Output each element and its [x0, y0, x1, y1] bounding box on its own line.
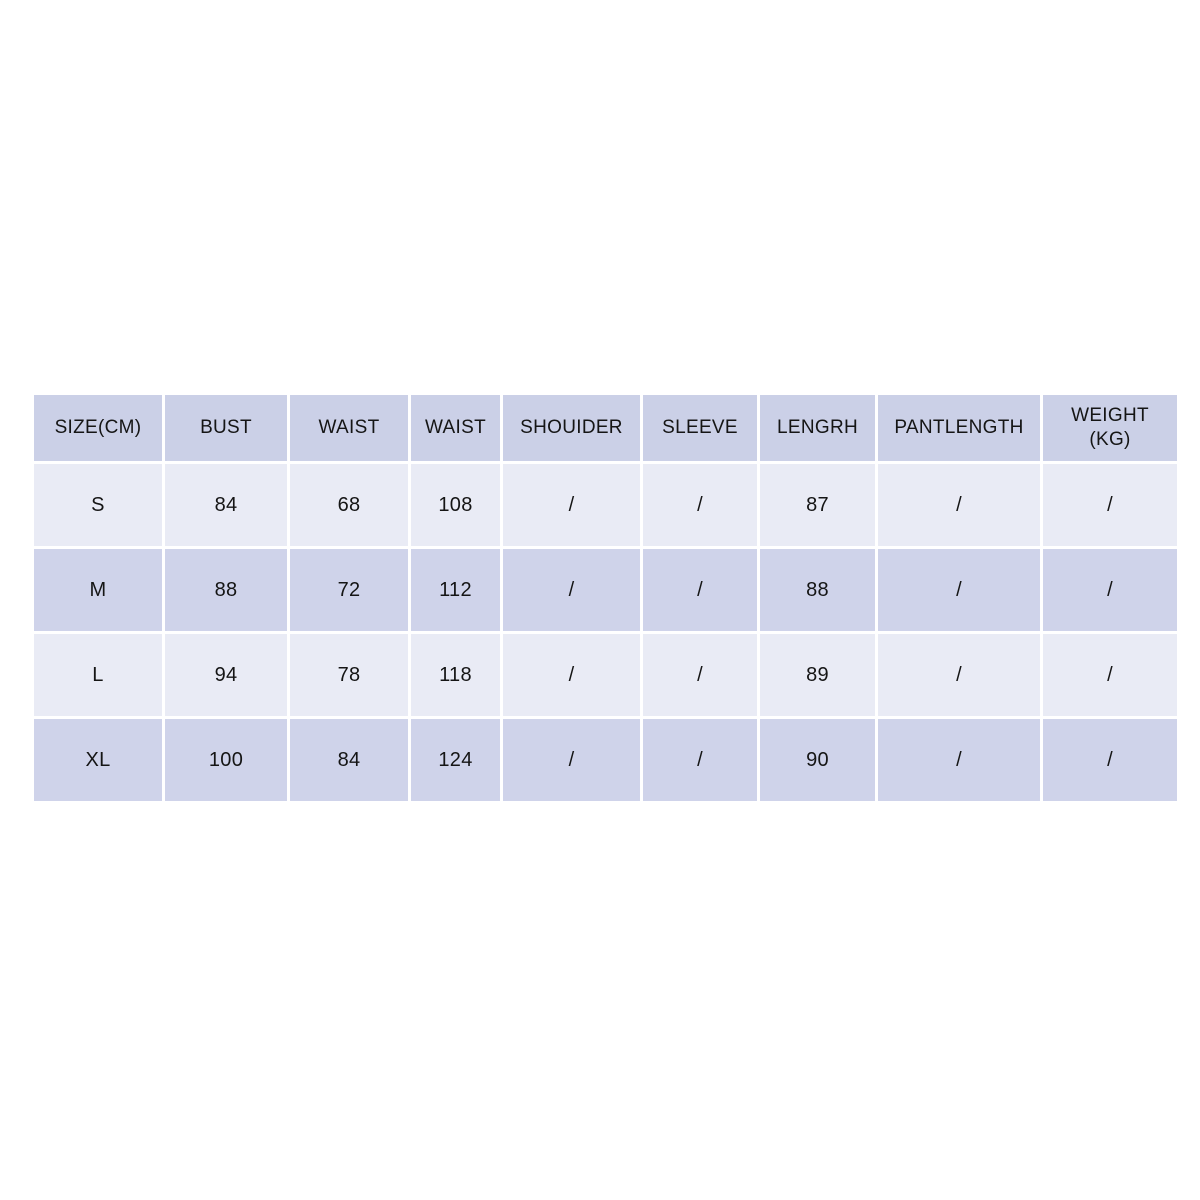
table-row: M 88 72 112//88// — [34, 549, 1177, 631]
value-cell: 108 — [411, 464, 500, 546]
column-header: LENGRH — [760, 395, 875, 461]
value-cell: / — [643, 719, 757, 801]
column-header: WAIST — [411, 395, 500, 461]
size-label-cell: M — [34, 549, 162, 631]
table-body: S 84 68 108//87// M 88 72 112//88// L 94 78 118//89… — [34, 464, 1177, 801]
value-cell: 90 — [760, 719, 875, 801]
value-cell: / — [643, 634, 757, 716]
value-cell: 87 — [760, 464, 875, 546]
column-header: PANTLENGTH — [878, 395, 1040, 461]
value-cell: 88 — [760, 549, 875, 631]
size-chart-table: SIZE(CM) BUST WAIST WAIST SHOUIDER SLEEVE LENG… — [31, 392, 1180, 804]
value-cell: / — [878, 549, 1040, 631]
value-cell: 118 — [411, 634, 500, 716]
size-label-cell: S — [34, 464, 162, 546]
size-label-cell: XL — [34, 719, 162, 801]
value-cell: / — [643, 549, 757, 631]
table-row: L 94 78 118//89// — [34, 634, 1177, 716]
column-header: WEIGHT (KG) — [1043, 395, 1177, 461]
table-row: XL 100 84 124//90// — [34, 719, 1177, 801]
value-cell: / — [878, 719, 1040, 801]
value-cell: 89 — [760, 634, 875, 716]
value-cell: / — [643, 464, 757, 546]
value-cell: / — [878, 464, 1040, 546]
value-cell: 84 — [165, 464, 287, 546]
value-cell: 124 — [411, 719, 500, 801]
value-cell: 78 — [290, 634, 408, 716]
column-header: BUST — [165, 395, 287, 461]
value-cell: / — [1043, 634, 1177, 716]
value-cell: / — [1043, 549, 1177, 631]
table-row: S 84 68 108//87// — [34, 464, 1177, 546]
table-header: SIZE(CM) BUST WAIST WAIST SHOUIDER SLEEVE LENG… — [34, 395, 1177, 461]
size-label-cell: L — [34, 634, 162, 716]
value-cell: 68 — [290, 464, 408, 546]
column-header: SHOUIDER — [503, 395, 640, 461]
value-cell: 94 — [165, 634, 287, 716]
value-cell: 100 — [165, 719, 287, 801]
value-cell: / — [878, 634, 1040, 716]
value-cell: / — [1043, 719, 1177, 801]
value-cell: 112 — [411, 549, 500, 631]
column-header: SIZE(CM) — [34, 395, 162, 461]
value-cell: 88 — [165, 549, 287, 631]
value-cell: 84 — [290, 719, 408, 801]
value-cell: / — [503, 464, 640, 546]
header-row: SIZE(CM) BUST WAIST WAIST SHOUIDER SLEEVE LENG… — [34, 395, 1177, 461]
value-cell: / — [503, 719, 640, 801]
value-cell: / — [1043, 464, 1177, 546]
value-cell: / — [503, 549, 640, 631]
value-cell: 72 — [290, 549, 408, 631]
column-header: SLEEVE — [643, 395, 757, 461]
value-cell: / — [503, 634, 640, 716]
column-header: WAIST — [290, 395, 408, 461]
